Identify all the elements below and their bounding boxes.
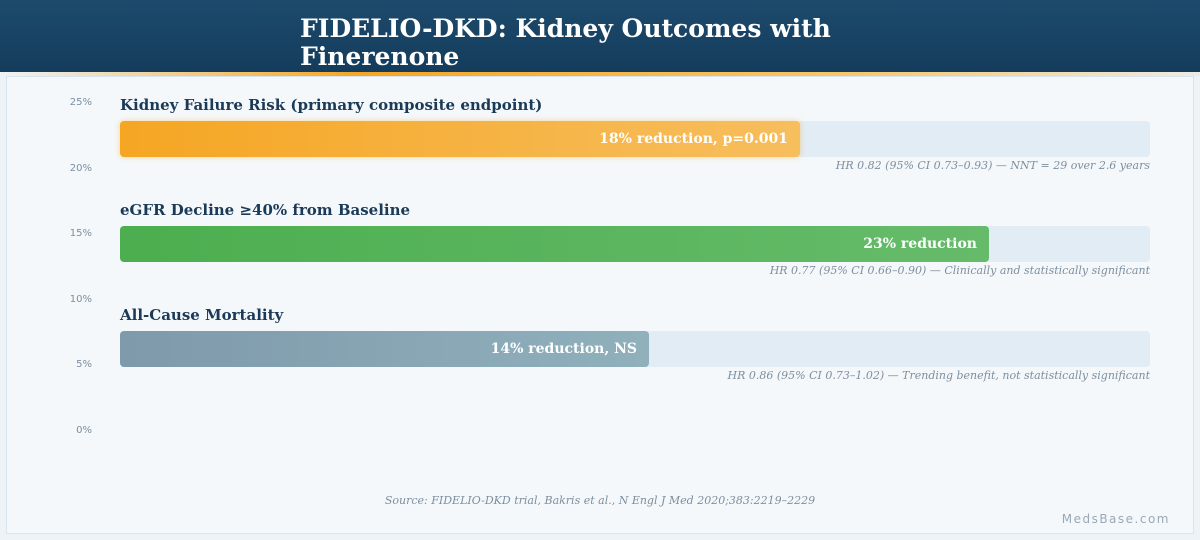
bar-value-label: 18% reduction, p=0.001: [599, 131, 788, 147]
y-tick-label: 10%: [69, 293, 92, 305]
bar-value-label: 23% reduction: [863, 236, 977, 252]
metric-title: All-Cause Mortality: [120, 306, 284, 324]
y-tick-label: 20%: [69, 162, 92, 174]
metric-title: eGFR Decline ≥40% from Baseline: [120, 201, 411, 219]
reduction-bar: 14% reduction, NS: [120, 331, 649, 367]
y-tick-label: 0%: [76, 425, 92, 436]
watermark-logo: MedsBase.com: [1061, 512, 1170, 526]
hazard-ratio-note: HR 0.82 (95% CI 0.73–0.93) — NNT = 29 ov…: [835, 159, 1150, 172]
y-tick-label: 15%: [69, 228, 92, 240]
bar-value-label: 14% reduction, NS: [490, 341, 637, 357]
bar-track: 14% reduction, NS: [120, 331, 1150, 367]
source-citation: Source: FIDELIO-DKD trial, Bakris et al.…: [384, 494, 816, 507]
reduction-bar: 18% reduction, p=0.001: [120, 121, 800, 157]
header-banner: FIDELIO-DKD: Kidney Outcomes with Finere…: [0, 0, 1200, 72]
header-accent-line: [0, 72, 1200, 76]
hazard-ratio-note: HR 0.86 (95% CI 0.73–1.02) — Trending be…: [727, 369, 1151, 382]
bar-track: 23% reduction: [120, 226, 1150, 262]
y-tick-label: 5%: [76, 359, 92, 371]
y-tick-label: 25%: [69, 97, 92, 108]
page-title: FIDELIO-DKD: Kidney Outcomes with Finere…: [300, 14, 831, 71]
hazard-ratio-note: HR 0.77 (95% CI 0.66–0.90) — Clinically …: [769, 264, 1150, 277]
reduction-bar: 23% reduction: [120, 226, 989, 262]
bar-track: 18% reduction, p=0.001: [120, 121, 1150, 157]
metric-title: Kidney Failure Risk (primary composite e…: [120, 96, 543, 114]
